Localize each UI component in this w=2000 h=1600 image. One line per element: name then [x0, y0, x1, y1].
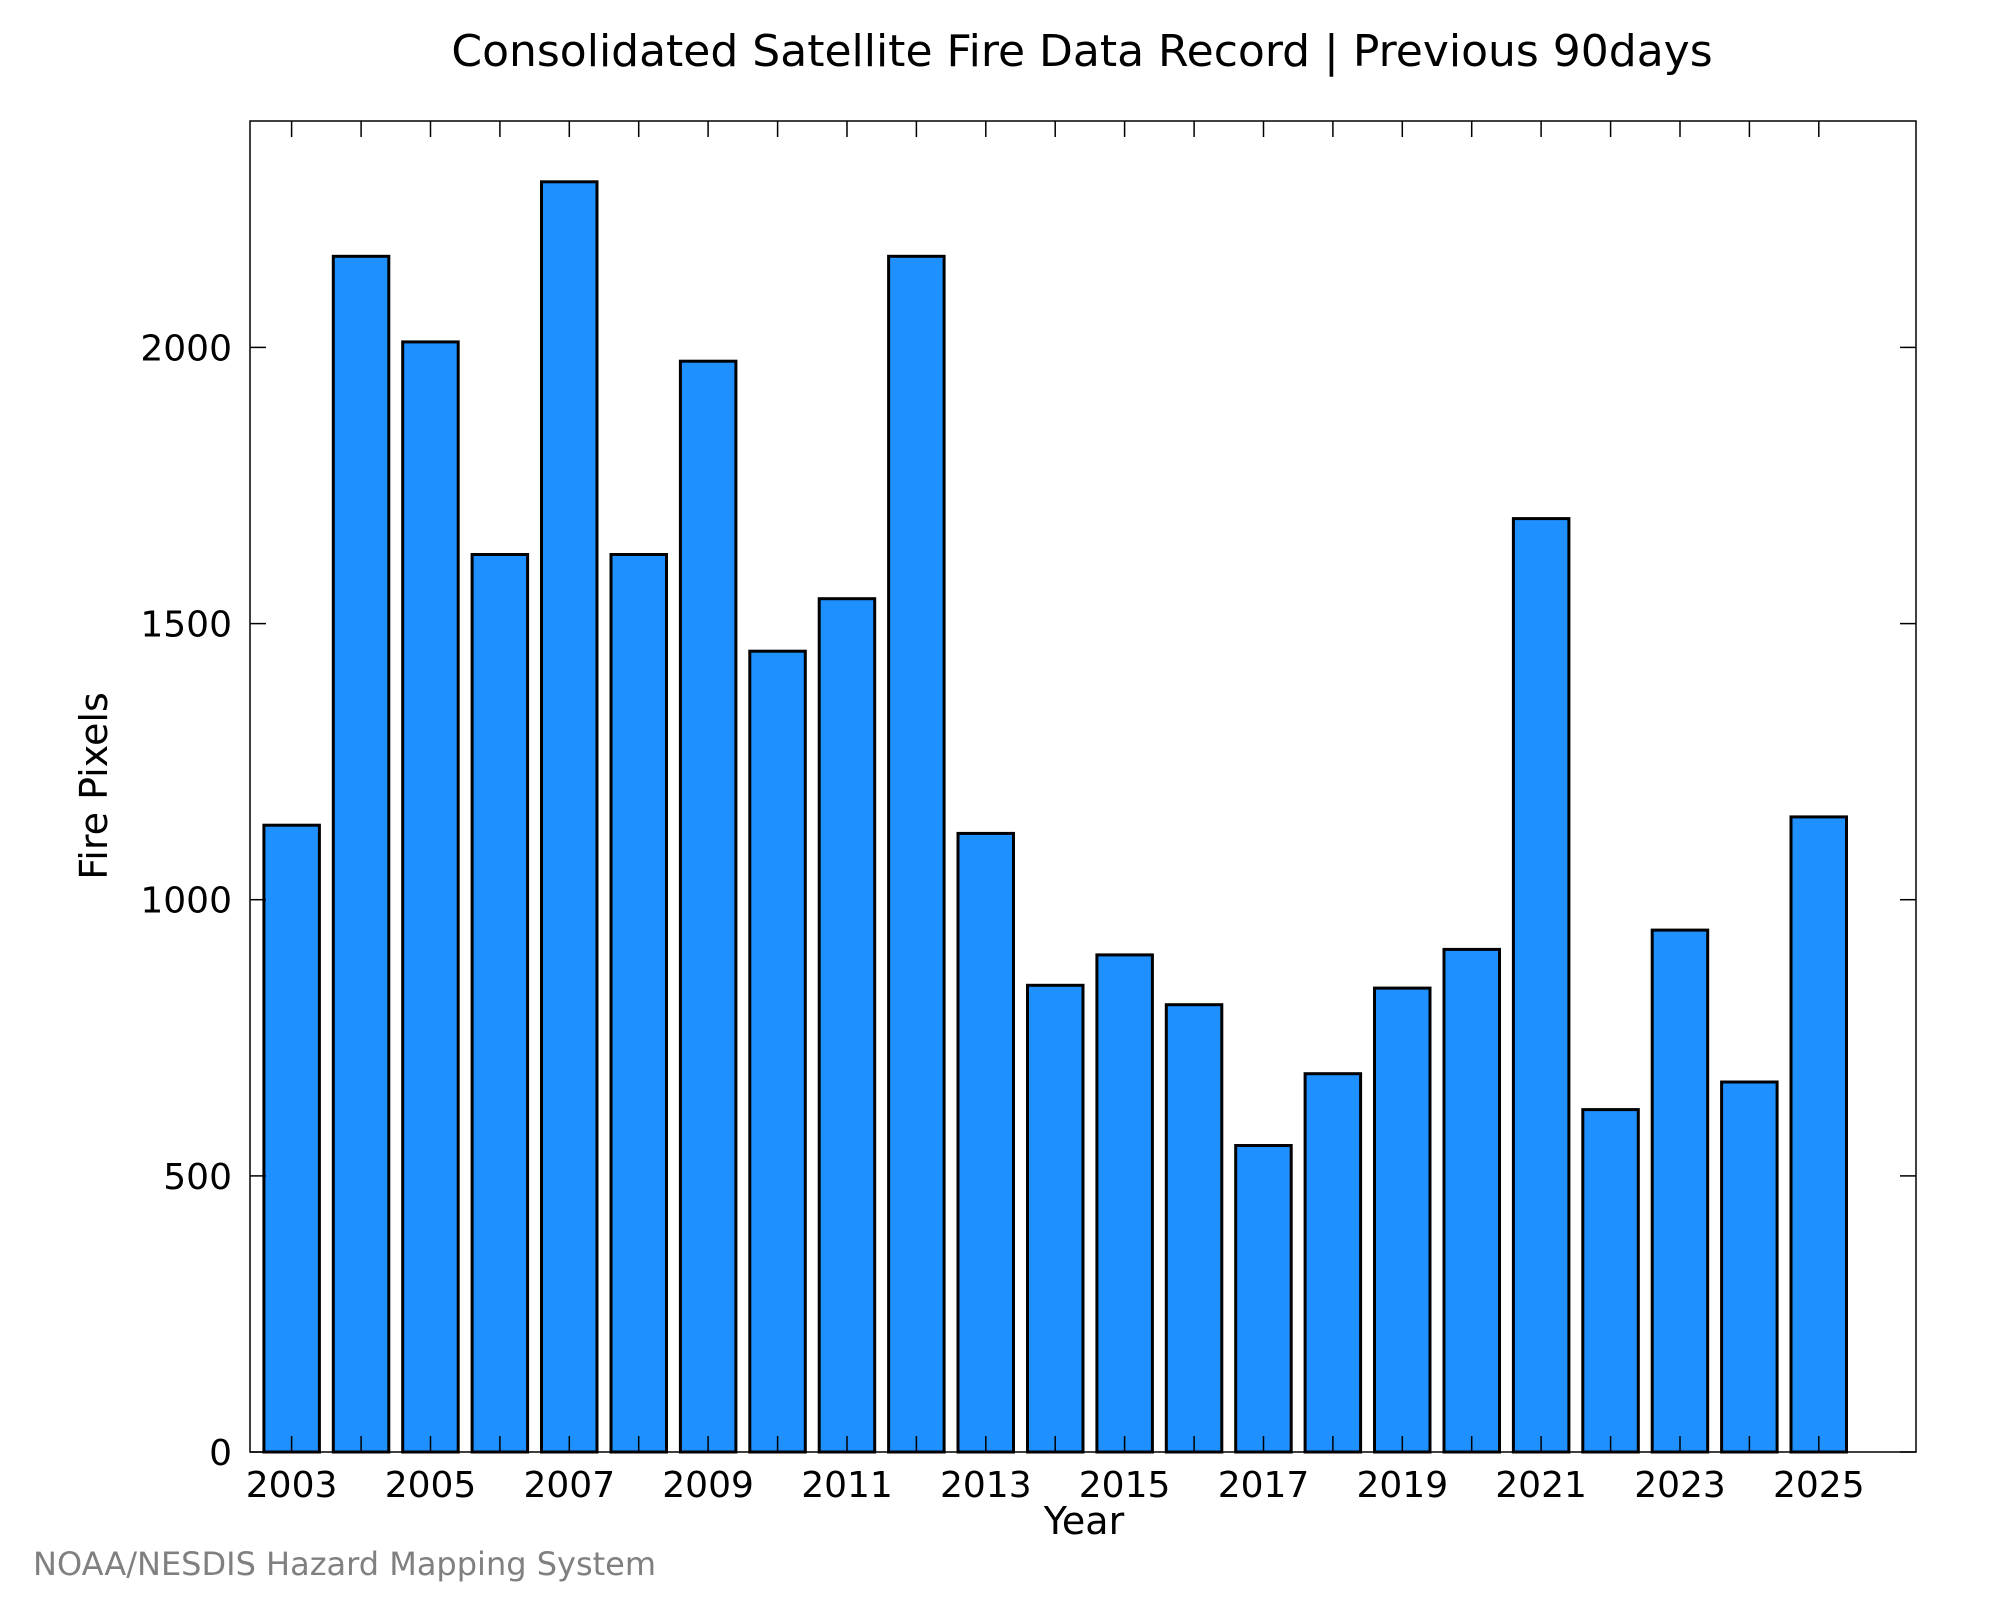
bar-2019: [1373, 986, 1432, 1454]
bars-group: [262, 180, 1848, 1454]
y-tick-label-0: 0: [209, 1433, 232, 1474]
bar-2007: [540, 180, 599, 1454]
bar-2014: [1026, 983, 1085, 1454]
y-tick-label-1500: 1500: [140, 605, 232, 646]
bar-2021: [1511, 517, 1571, 1454]
bar-2012: [887, 254, 946, 1454]
x-tick-label-2015: 2015: [1079, 1465, 1171, 1506]
x-tick-label-2005: 2005: [385, 1465, 477, 1506]
x-tick-label-2017: 2017: [1218, 1465, 1310, 1506]
bar-2008: [609, 553, 668, 1454]
bar-2010: [748, 649, 807, 1454]
bar-2011: [817, 597, 877, 1454]
bar-2024: [1720, 1080, 1779, 1454]
x-tick-label-2009: 2009: [662, 1465, 754, 1506]
x-tick-label-2003: 2003: [246, 1465, 338, 1506]
bar-2023: [1650, 928, 1710, 1454]
chart-title: Consolidated Satellite Fire Data Record …: [451, 26, 1712, 77]
bar-2022: [1581, 1108, 1640, 1454]
bar-2025: [1789, 815, 1848, 1454]
y-tick-label-500: 500: [163, 1157, 232, 1198]
x-tick-label-2007: 2007: [523, 1465, 615, 1506]
x-tick-label-2023: 2023: [1634, 1465, 1726, 1506]
bar-2006: [470, 553, 530, 1454]
x-tick-label-2011: 2011: [801, 1465, 893, 1506]
bar-2018: [1303, 1072, 1363, 1454]
y-axis-label: Fire Pixels: [72, 692, 116, 880]
bar-2004: [331, 254, 391, 1454]
bar-2020: [1442, 947, 1501, 1454]
x-tick-label-2019: 2019: [1356, 1465, 1448, 1506]
bar-2017: [1234, 1144, 1293, 1454]
ticks-group: 2003 2005 2007 2009 2011 2013 2015 2017 2019 2021…: [140, 121, 1916, 1506]
bar-2015: [1095, 953, 1154, 1454]
x-axis-label: Year: [1043, 1499, 1125, 1543]
x-tick-label-2013: 2013: [940, 1465, 1032, 1506]
bar-2013: [956, 831, 1015, 1454]
bar-2005: [401, 340, 460, 1454]
x-tick-label-2021: 2021: [1495, 1465, 1587, 1506]
bar-2016: [1164, 1003, 1224, 1454]
bar-2009: [678, 359, 738, 1454]
y-tick-label-1000: 1000: [140, 881, 232, 922]
bar-2003: [262, 823, 321, 1454]
credit-text: NOAA/NESDIS Hazard Mapping System: [33, 1545, 656, 1583]
x-tick-label-2025: 2025: [1773, 1465, 1865, 1506]
plot-frame: [249, 120, 1917, 1453]
y-tick-label-2000: 2000: [140, 328, 232, 369]
